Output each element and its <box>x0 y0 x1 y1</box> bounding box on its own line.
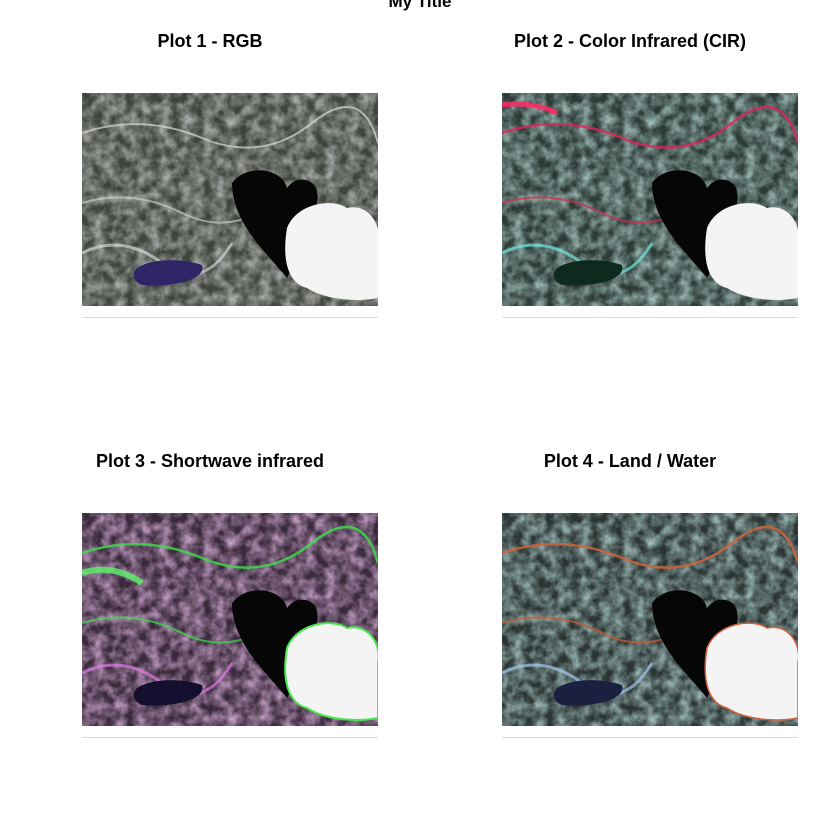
panel-cir: Plot 2 - Color Infrared (CIR) <box>420 0 840 420</box>
panel-title: Plot 1 - RGB <box>157 31 263 51</box>
figure-title: My Title <box>388 0 452 11</box>
satellite-image-swir <box>82 513 378 726</box>
satellite-image-cir <box>502 93 798 306</box>
panel-title: Plot 2 - Color Infrared (CIR) <box>513 31 746 51</box>
satellite-image-rgb <box>82 93 378 306</box>
panel-land-water: Plot 4 - Land / Water <box>420 420 840 840</box>
panel-baseline <box>82 317 378 318</box>
panel-swir: Plot 3 - Shortwave infrared <box>0 420 420 840</box>
panel-baseline <box>82 737 378 738</box>
panel-baseline <box>502 317 798 318</box>
panel-title: Plot 3 - Shortwave infrared <box>95 451 325 471</box>
panel-rgb: Plot 1 - RGB <box>0 0 420 420</box>
panel-title: Plot 4 - Land / Water <box>543 451 717 471</box>
panel-baseline <box>502 737 798 738</box>
satellite-image-land-water <box>502 513 798 726</box>
